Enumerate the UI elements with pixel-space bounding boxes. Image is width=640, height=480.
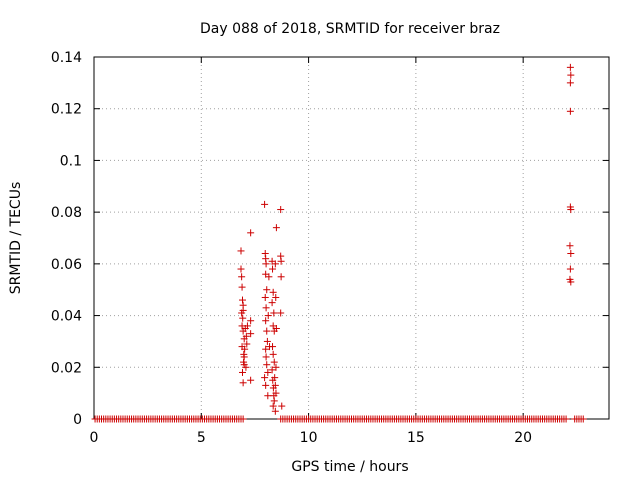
data-point xyxy=(262,353,270,361)
data-point xyxy=(247,317,255,325)
data-point xyxy=(239,306,247,314)
y-tick-label: 0.06 xyxy=(51,257,82,273)
x-tick-label: 5 xyxy=(197,430,206,446)
data-point xyxy=(240,358,248,366)
data-point xyxy=(261,374,269,382)
data-point xyxy=(566,242,574,250)
y-tick-label: 0.1 xyxy=(60,153,82,169)
data-point xyxy=(270,309,278,317)
data-points xyxy=(91,63,587,423)
data-point xyxy=(269,402,277,410)
data-point xyxy=(272,389,280,397)
axes xyxy=(93,56,610,420)
x-axis-label: GPS time / hours xyxy=(291,459,408,475)
data-point-zero xyxy=(562,415,570,423)
data-point xyxy=(567,278,575,286)
chart-title: Day 088 of 2018, SRMTID for receiver bra… xyxy=(200,21,500,37)
data-point xyxy=(268,299,276,307)
data-point xyxy=(263,327,271,335)
data-point xyxy=(262,381,270,389)
y-tick-label: 0.14 xyxy=(51,50,82,66)
data-point xyxy=(566,79,574,87)
data-point xyxy=(247,229,255,237)
data-point xyxy=(271,374,279,382)
data-point xyxy=(238,296,246,304)
x-tick-label: 15 xyxy=(407,430,425,446)
data-point xyxy=(262,317,270,325)
plot-border xyxy=(93,56,610,420)
data-point xyxy=(263,286,271,294)
data-point xyxy=(239,314,247,322)
data-point xyxy=(272,363,280,371)
data-point xyxy=(277,273,285,281)
data-point xyxy=(567,206,575,214)
data-point xyxy=(238,368,246,376)
y-tick-label: 0.02 xyxy=(51,360,82,376)
data-point xyxy=(242,332,250,340)
data-point xyxy=(265,273,273,281)
data-point xyxy=(263,337,271,345)
y-tick-label: 0.04 xyxy=(51,309,82,325)
y-axis-label: SRMTID / TECUs xyxy=(8,182,24,295)
data-point xyxy=(277,206,285,214)
data-point xyxy=(242,363,250,371)
data-point xyxy=(261,200,269,208)
data-point xyxy=(269,343,277,351)
data-point xyxy=(269,288,277,296)
data-point xyxy=(277,257,285,265)
data-point xyxy=(277,309,285,317)
data-point xyxy=(271,381,279,389)
data-point xyxy=(263,361,271,369)
data-point xyxy=(261,293,269,301)
data-point xyxy=(247,376,255,384)
data-point xyxy=(240,353,248,361)
data-point xyxy=(269,265,277,273)
data-point xyxy=(567,71,575,79)
data-point xyxy=(262,345,270,353)
data-point xyxy=(247,330,255,338)
data-point xyxy=(237,265,245,273)
data-point xyxy=(566,265,574,273)
y-tick-label: 0.08 xyxy=(51,205,82,221)
data-point xyxy=(268,366,276,374)
data-point xyxy=(243,340,251,348)
data-point-zero xyxy=(239,415,247,423)
data-point xyxy=(566,63,574,71)
data-point xyxy=(264,392,272,400)
data-point xyxy=(270,358,278,366)
data-point xyxy=(272,224,280,232)
data-point xyxy=(262,260,270,268)
data-point xyxy=(269,350,277,358)
y-tick-label: 0.12 xyxy=(51,102,82,118)
data-point xyxy=(243,322,251,330)
x-tick-label: 20 xyxy=(514,430,532,446)
data-point xyxy=(566,107,574,115)
data-point xyxy=(270,397,278,405)
data-point xyxy=(271,260,279,268)
data-point xyxy=(262,304,270,312)
x-tick-label: 0 xyxy=(90,430,99,446)
data-point xyxy=(241,345,249,353)
data-point-zero xyxy=(579,415,587,423)
y-tick-label: 0 xyxy=(73,412,82,428)
data-point xyxy=(238,283,246,291)
ticks: 0 5 10 15 20 0 0.02 0.04 0.06 0.08 0.1 0.12 0.14 xyxy=(51,50,609,446)
data-point xyxy=(272,293,280,301)
data-point xyxy=(272,325,280,332)
data-point xyxy=(278,402,286,410)
grid-lines xyxy=(94,57,609,419)
x-tick-label: 10 xyxy=(300,430,318,446)
data-point xyxy=(264,368,272,376)
data-point xyxy=(239,379,247,387)
data-point xyxy=(238,273,246,281)
data-point xyxy=(237,247,245,255)
data-point xyxy=(567,250,575,258)
data-point xyxy=(271,407,279,415)
data-point xyxy=(264,312,272,320)
